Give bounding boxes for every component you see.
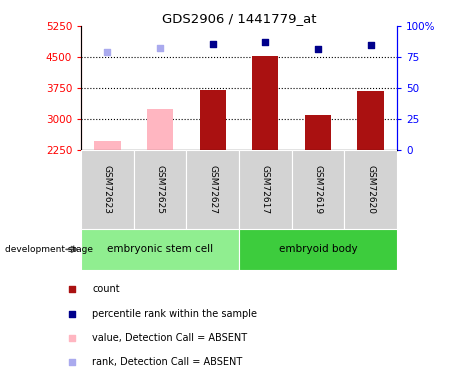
Point bbox=[69, 359, 76, 365]
Point bbox=[367, 42, 374, 48]
Text: embryonic stem cell: embryonic stem cell bbox=[107, 244, 213, 254]
Text: percentile rank within the sample: percentile rank within the sample bbox=[92, 309, 258, 319]
Point bbox=[69, 311, 76, 317]
Bar bbox=[134, 150, 186, 229]
Text: development stage: development stage bbox=[5, 245, 92, 254]
Bar bbox=[305, 115, 331, 150]
Point bbox=[69, 335, 76, 341]
Point bbox=[209, 41, 216, 47]
Point bbox=[104, 49, 111, 55]
Text: GSM72625: GSM72625 bbox=[156, 165, 165, 214]
Bar bbox=[239, 229, 397, 270]
Bar bbox=[344, 150, 397, 229]
Text: GSM72619: GSM72619 bbox=[313, 165, 322, 214]
Bar bbox=[94, 141, 120, 150]
Text: GSM72627: GSM72627 bbox=[208, 165, 217, 214]
Bar bbox=[357, 92, 384, 150]
Point bbox=[69, 286, 76, 292]
Point bbox=[156, 45, 164, 51]
Bar bbox=[252, 56, 278, 150]
Bar bbox=[199, 90, 226, 150]
Bar bbox=[292, 150, 344, 229]
Bar bbox=[186, 150, 239, 229]
Bar bbox=[81, 150, 134, 229]
Text: GSM72623: GSM72623 bbox=[103, 165, 112, 214]
Point bbox=[314, 45, 322, 51]
Text: rank, Detection Call = ABSENT: rank, Detection Call = ABSENT bbox=[92, 357, 243, 368]
Text: GSM72620: GSM72620 bbox=[366, 165, 375, 214]
Point bbox=[262, 39, 269, 45]
Text: embryoid body: embryoid body bbox=[279, 244, 357, 254]
Bar bbox=[239, 150, 292, 229]
Text: count: count bbox=[92, 284, 120, 294]
Text: GSM72617: GSM72617 bbox=[261, 165, 270, 214]
Title: GDS2906 / 1441779_at: GDS2906 / 1441779_at bbox=[162, 12, 316, 25]
Text: value, Detection Call = ABSENT: value, Detection Call = ABSENT bbox=[92, 333, 248, 343]
Bar bbox=[81, 229, 239, 270]
Bar bbox=[147, 109, 173, 150]
